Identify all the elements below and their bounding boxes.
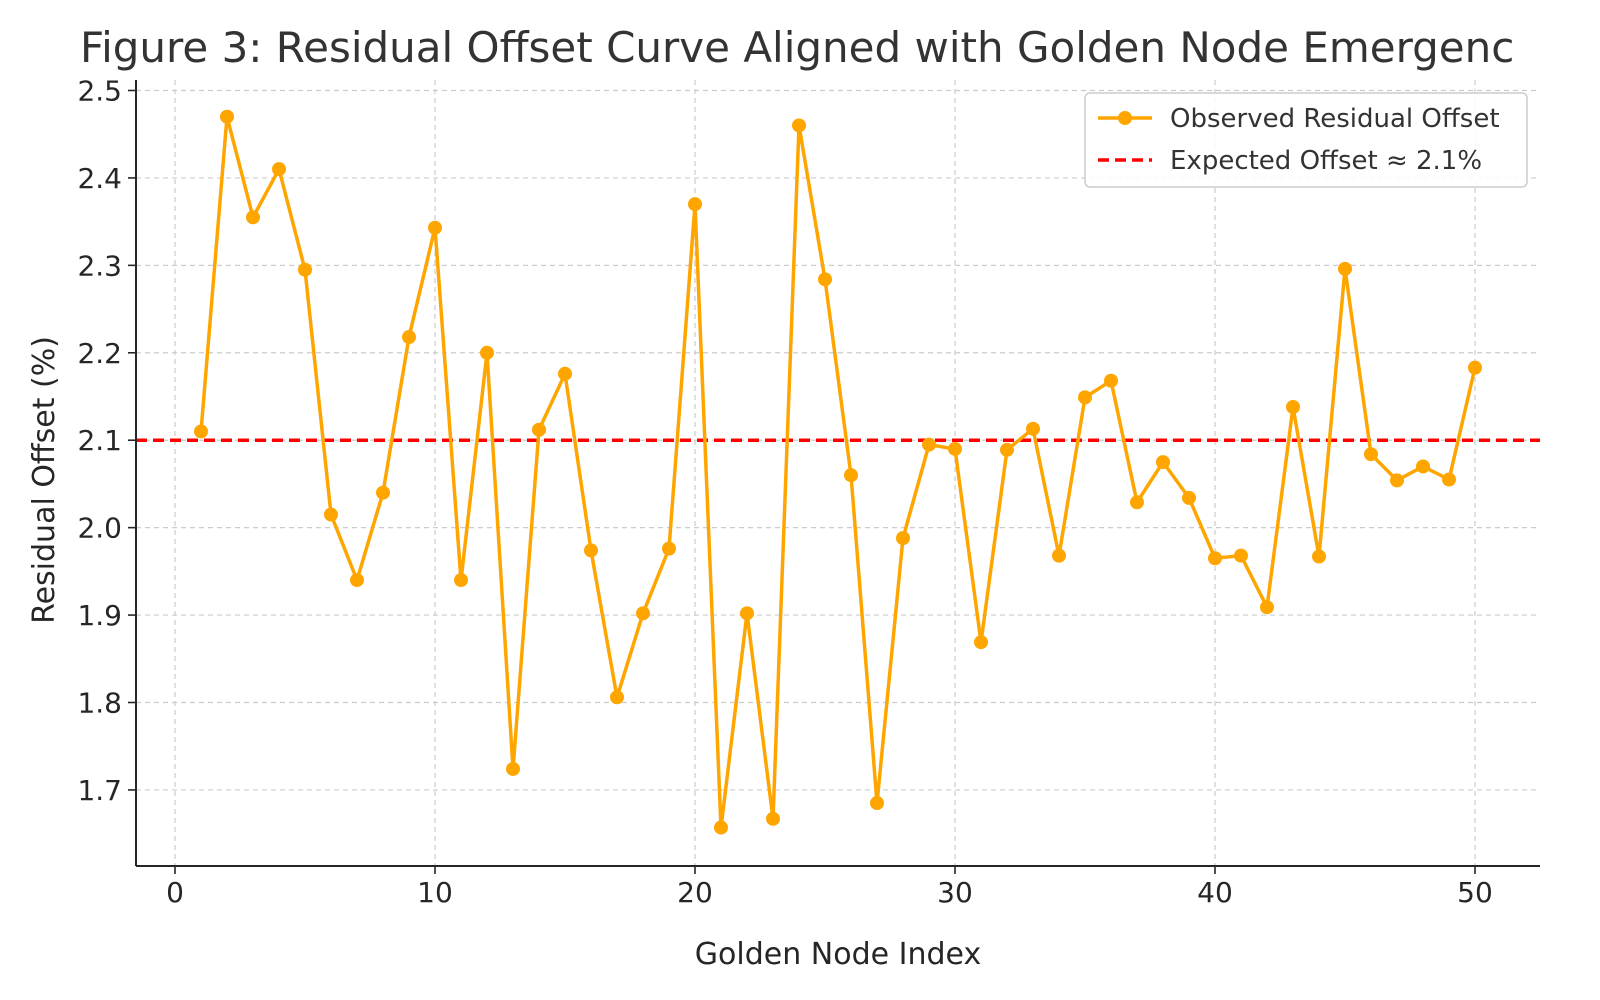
y-tick-label: 2.5 [77,74,122,107]
data-point [740,606,754,621]
data-point [1234,548,1248,563]
data-point [662,541,676,556]
y-tick-label: 1.9 [77,599,122,632]
data-point [688,197,702,212]
y-tick-label: 2.3 [77,249,122,282]
observed-series-line [199,114,1477,830]
data-point [870,796,884,811]
data-point [584,543,598,558]
data-point [1468,360,1482,375]
x-tick-label: 40 [1197,876,1233,909]
y-tick-label: 2.2 [77,337,122,370]
data-point [844,468,858,483]
y-tick-label: 2.0 [77,512,122,545]
data-point [1000,442,1014,457]
data-point [1208,551,1222,566]
legend-box [1084,92,1528,188]
data-point [1442,472,1456,487]
data-point [974,635,988,650]
legend-marker-observed [1118,111,1132,125]
y-tick-label: 2.1 [77,424,122,457]
data-point [298,262,312,277]
data-point [636,606,650,621]
data-point [1338,261,1352,276]
data-series-layer [194,109,1482,835]
axes: 0 10 20 30 40 50 1.7 1.8 1.9 2.0 2.1 2.2 2.3 2.4 2.5 [77,74,1540,909]
data-point [428,220,442,235]
x-tick-label: 30 [937,876,973,909]
data-point [558,366,572,381]
data-point [1104,373,1118,388]
data-point [1130,495,1144,510]
data-point [220,109,234,124]
data-point [610,690,624,705]
data-point [350,573,364,588]
data-point [272,162,286,177]
data-point [948,441,962,456]
data-point [454,573,468,588]
x-tick-label: 50 [1457,876,1493,909]
data-point [1364,447,1378,462]
data-point [1182,490,1196,505]
data-point [896,531,910,546]
y-tick-label: 1.8 [77,687,122,720]
data-point [402,330,416,345]
data-point [324,507,338,522]
x-tick-label: 20 [677,876,713,909]
data-point [480,345,494,360]
y-tick-label: 1.7 [77,774,122,807]
legend: Observed Residual Offset Expected Offset… [1084,92,1528,188]
data-point [1078,390,1092,405]
data-point [1260,600,1274,615]
chart-title: Figure 3: Residual Offset Curve Aligned … [80,23,1514,72]
data-point [714,820,728,835]
data-point [922,437,936,452]
data-point [1312,549,1326,564]
legend-label-observed: Observed Residual Offset [1170,104,1500,134]
data-point [792,118,806,133]
data-point [1052,548,1066,563]
data-point [1286,399,1300,414]
data-point [194,424,208,439]
data-point [818,272,832,287]
y-axis-label: Residual Offset (%) [27,336,62,624]
data-point [766,811,780,826]
legend-label-expected: Expected Offset ≈ 2.1% [1170,146,1482,176]
data-point [1416,459,1430,474]
data-point [1026,421,1040,436]
data-point [506,761,520,776]
y-tick-label: 2.4 [77,162,122,195]
data-point [376,485,390,500]
x-tick-label: 10 [417,876,453,909]
data-point [1156,455,1170,470]
data-point [1390,473,1404,488]
data-point [532,422,546,437]
x-axis-label: Golden Node Index [695,937,981,972]
x-tick-label: 0 [166,876,184,909]
data-point [246,210,260,225]
grid-lines [136,80,1540,866]
